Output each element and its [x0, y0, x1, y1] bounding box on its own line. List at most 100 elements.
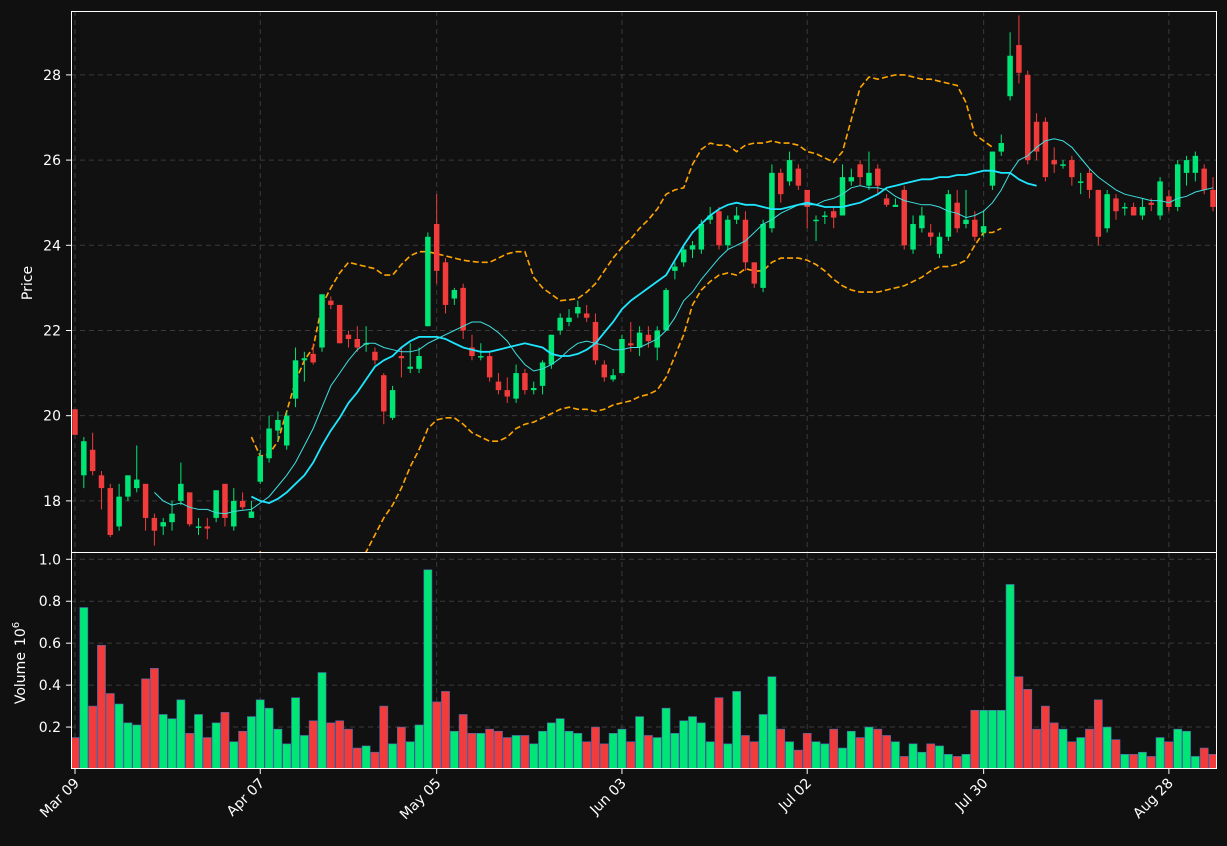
volume-bar — [1155, 737, 1165, 769]
volume-bar — [1190, 756, 1200, 769]
candle-body — [883, 198, 890, 205]
candle-body — [592, 321, 599, 361]
volume-bar — [864, 726, 874, 769]
candle-body — [425, 236, 431, 327]
volume-bar — [71, 737, 80, 769]
candle-body — [875, 168, 881, 186]
candle-body — [178, 483, 184, 501]
volume-bar — [238, 730, 247, 769]
candle-body — [478, 356, 484, 358]
volume-bar — [1049, 722, 1059, 769]
candle-body — [1095, 189, 1102, 237]
candle-body — [116, 496, 122, 527]
candle-body — [433, 223, 440, 271]
volume-bar — [361, 745, 371, 769]
volume-bar — [1129, 754, 1138, 769]
volume-series — [71, 569, 1217, 769]
volume-bar — [441, 691, 450, 769]
candle-body — [901, 189, 907, 246]
volume-tick-label: 0.8 — [39, 594, 61, 610]
candle-body — [919, 215, 925, 229]
candle-body — [628, 343, 634, 346]
volume-bar — [723, 743, 733, 769]
candle-body — [680, 249, 687, 263]
volume-bar — [591, 726, 600, 769]
volume-bar — [758, 714, 768, 769]
candle-body — [566, 317, 572, 322]
candle-body — [98, 475, 105, 489]
candle-body — [1016, 45, 1022, 73]
volume-bar — [379, 705, 389, 769]
volume-bar — [555, 718, 565, 769]
candlestick-series — [72, 15, 1216, 546]
volume-bar — [114, 703, 124, 769]
volume-bar — [423, 569, 433, 769]
candle-body — [107, 488, 114, 535]
volume-bar — [979, 709, 988, 769]
candle-body — [1086, 172, 1093, 190]
candle-body — [778, 172, 784, 195]
candle-body — [751, 262, 758, 284]
candle-body — [1166, 196, 1172, 207]
volume-bar — [388, 743, 397, 769]
volume-bar — [185, 733, 195, 769]
volume-bar — [282, 743, 292, 769]
volume-bar — [1164, 741, 1174, 769]
price-plot-area — [72, 15, 1216, 552]
volume-bar — [741, 735, 750, 769]
volume-bar — [123, 722, 133, 769]
volume-bar — [88, 705, 98, 769]
candle-body — [195, 526, 202, 528]
candle-body — [389, 390, 396, 418]
candle-body — [575, 307, 581, 314]
volume-bar — [538, 730, 547, 769]
candle-body — [231, 500, 237, 527]
volume-bar — [167, 718, 177, 769]
volume-bar — [414, 724, 424, 769]
candle-body — [1183, 160, 1190, 173]
volume-bar — [476, 733, 486, 769]
candle-body — [998, 143, 1005, 152]
volume-bar — [688, 716, 697, 769]
volume-bar — [582, 741, 592, 769]
volume-bar — [255, 699, 265, 769]
candle-body — [839, 177, 846, 216]
volume-bar — [344, 728, 353, 769]
candle-body — [301, 358, 308, 361]
candle-body — [848, 177, 855, 182]
candle-body — [204, 526, 211, 529]
volume-bar — [794, 749, 803, 769]
volume-bar — [547, 722, 556, 769]
volume-bar — [891, 741, 900, 769]
volume-bar — [599, 743, 609, 769]
bollinger-upper-line — [250, 74, 993, 458]
volume-bar — [467, 733, 477, 769]
volume-bar — [970, 709, 980, 769]
volume-bar — [317, 672, 327, 769]
volume-bar — [644, 735, 653, 769]
volume-bar — [1199, 747, 1209, 769]
volume-bar — [617, 728, 627, 769]
candle-body — [81, 441, 87, 476]
volume-bar — [626, 741, 636, 769]
volume-bar — [776, 728, 786, 769]
candle-body — [186, 492, 193, 525]
candle-body — [310, 353, 316, 363]
moving-averages — [154, 138, 1214, 515]
volume-bar — [952, 756, 962, 769]
volume-bar — [873, 728, 883, 769]
volume-bar — [529, 743, 539, 769]
volume-bar — [882, 735, 891, 769]
volume-bar — [732, 691, 741, 769]
bollinger-lower-line — [258, 227, 1002, 552]
candle-body — [336, 304, 343, 344]
candle-body — [1060, 164, 1066, 166]
candle-body — [275, 419, 281, 431]
candle-body — [636, 332, 643, 348]
volume-bar — [1032, 728, 1041, 769]
candle-body — [927, 232, 934, 237]
volume-bar — [1111, 739, 1121, 769]
volume-bar — [194, 714, 203, 769]
candle-body — [1210, 189, 1216, 207]
